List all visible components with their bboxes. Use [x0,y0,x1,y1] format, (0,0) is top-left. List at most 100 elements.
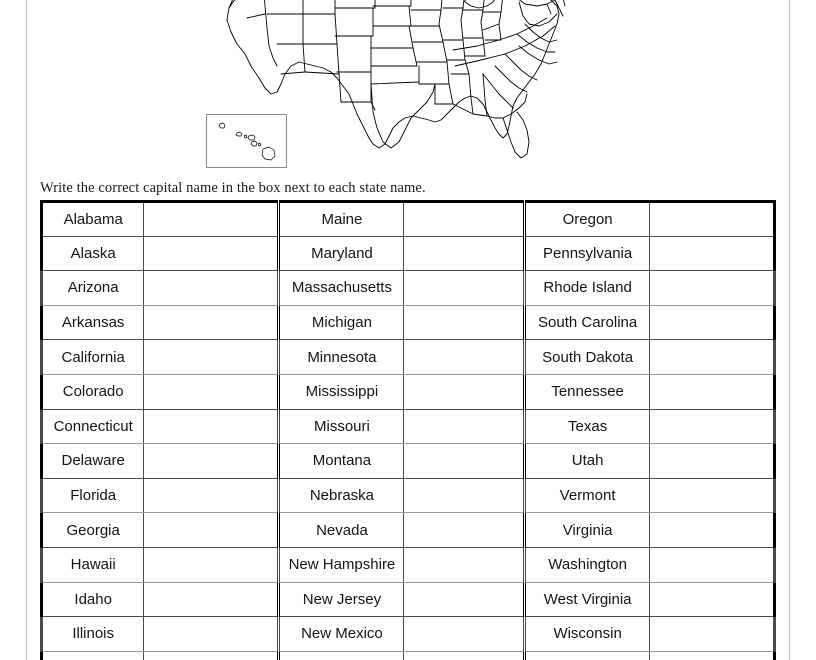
state-name-cell: Alaska [39,235,145,272]
state-name-cell: Michigan [278,304,405,341]
table-row: Arkansas Michigan South Carolina [39,304,776,341]
state-name-cell: Alabama [39,200,145,237]
capital-answer-box[interactable] [143,304,281,341]
state-name-cell: Montana [278,443,405,479]
state-name-cell: Vermont [524,477,651,514]
capital-answer-box[interactable] [649,304,776,341]
state-capital-table: Alabama Maine Oregon Alaska Maryland Pen… [39,200,776,660]
capital-answer-box[interactable] [403,200,527,237]
capital-answer-box[interactable] [403,581,527,618]
capital-answer-box[interactable] [143,650,281,660]
table-row: Arizona Massachusetts Rhode Island [39,270,776,306]
state-name-cell: Mississippi [278,373,405,410]
table-row [39,650,776,660]
capital-answer-box[interactable] [143,616,281,652]
instruction-text: Write the correct capital name in the bo… [40,180,426,196]
state-name-cell: New Mexico [278,616,405,652]
capital-answer-box[interactable] [403,650,527,660]
table-row: Colorado Mississippi Tennessee [39,373,776,410]
capital-answer-box[interactable] [403,235,527,272]
capital-answer-box[interactable] [403,373,527,410]
capital-answer-box[interactable] [649,650,776,660]
capital-answer-box[interactable] [143,546,281,583]
capital-answer-box[interactable] [403,477,527,514]
table-row: Hawaii New Hampshire Washington [39,546,776,583]
state-name-cell: Tennessee [524,373,651,410]
state-name-cell: Virginia [524,512,651,548]
capital-answer-box[interactable] [403,304,527,341]
state-name-cell: South Dakota [524,339,651,375]
state-name-cell: Texas [524,408,651,445]
hawaii-islands-icon [218,122,276,161]
state-name-cell: Maryland [278,235,405,272]
capital-answer-box[interactable] [143,235,281,272]
state-name-cell: Delaware [39,443,145,479]
table-row: Florida Nebraska Vermont [39,477,776,514]
state-name-cell [278,650,405,660]
state-name-cell: Missouri [278,408,405,445]
state-name-cell: Utah [524,443,651,479]
capital-answer-box[interactable] [403,408,527,445]
state-name-cell: Idaho [39,581,145,618]
table-row: California Minnesota South Dakota [39,339,776,375]
capital-answer-box[interactable] [143,512,281,548]
capital-answer-box[interactable] [143,339,281,375]
capital-answer-box[interactable] [649,443,776,479]
table-row: Connecticut Missouri Texas [39,408,776,445]
capital-answer-box[interactable] [403,616,527,652]
capital-answer-box[interactable] [403,270,527,306]
state-name-cell: New Hampshire [278,546,405,583]
table-body: Alabama Maine Oregon Alaska Maryland Pen… [39,200,776,660]
capital-answer-box[interactable] [403,443,527,479]
capital-answer-box[interactable] [649,339,776,375]
capital-answer-box[interactable] [649,546,776,583]
state-name-cell: Nebraska [278,477,405,514]
capital-answer-box[interactable] [143,408,281,445]
state-name-cell: Nevada [278,512,405,548]
united-states-map-icon [226,0,566,159]
capital-answer-box[interactable] [649,512,776,548]
state-name-cell: Connecticut [39,408,145,445]
capital-answer-box[interactable] [143,443,281,479]
state-name-cell [524,650,651,660]
map-area [27,0,791,176]
state-name-cell: Hawaii [39,546,145,583]
state-name-cell: Florida [39,477,145,514]
state-name-cell: Pennsylvania [524,235,651,272]
capital-answer-box[interactable] [143,477,281,514]
capital-answer-box[interactable] [649,270,776,306]
state-name-cell: Wisconsin [524,616,651,652]
capital-answer-box[interactable] [649,235,776,272]
capital-answer-box[interactable] [649,477,776,514]
capital-answer-box[interactable] [649,373,776,410]
state-name-cell: Arkansas [39,304,145,341]
state-name-cell: South Carolina [524,304,651,341]
capital-answer-box[interactable] [403,339,527,375]
state-name-cell: Maine [278,200,405,237]
capital-answer-box[interactable] [143,270,281,306]
capital-answer-box[interactable] [649,581,776,618]
capital-answer-box[interactable] [403,546,527,583]
capital-answer-box[interactable] [649,200,776,237]
capital-answer-box[interactable] [649,408,776,445]
table-row: Delaware Montana Utah [39,443,776,479]
state-name-cell: Rhode Island [524,270,651,306]
capital-answer-box[interactable] [143,200,281,237]
state-name-cell: Washington [524,546,651,583]
table-row: Alabama Maine Oregon [39,200,776,237]
table-row: Alaska Maryland Pennsylvania [39,235,776,272]
state-name-cell: Arizona [39,270,145,306]
table-row: Idaho New Jersey West Virginia [39,581,776,618]
state-name-cell: West Virginia [524,581,651,618]
state-name-cell: Illinois [39,616,145,652]
state-name-cell: Colorado [39,373,145,410]
hawaii-inset-box [206,114,287,168]
table-row: Illinois New Mexico Wisconsin [39,616,776,652]
capital-answer-box[interactable] [143,581,281,618]
capital-answer-box[interactable] [143,373,281,410]
capital-answer-box[interactable] [403,512,527,548]
capital-answer-box[interactable] [649,616,776,652]
table-row: Georgia Nevada Virginia [39,512,776,548]
state-name-cell: California [39,339,145,375]
state-name-cell: Oregon [524,200,651,237]
